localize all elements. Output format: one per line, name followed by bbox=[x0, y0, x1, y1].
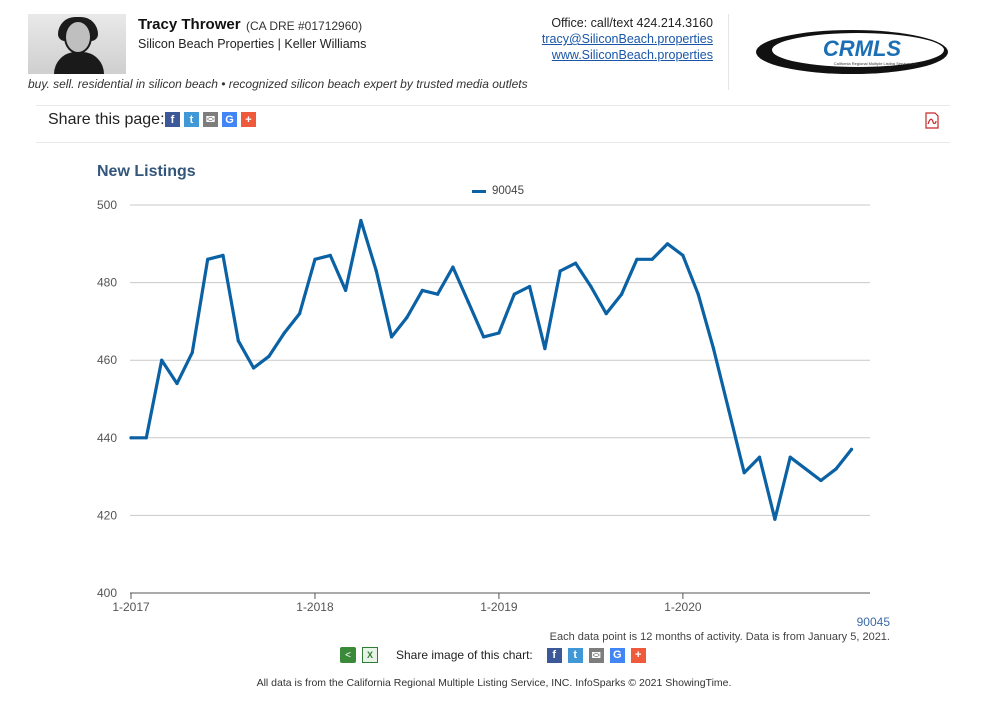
data-point[interactable] bbox=[620, 292, 624, 296]
legend-label: 90045 bbox=[492, 185, 524, 197]
footer-text: All data is from the California Regional… bbox=[256, 677, 732, 689]
share-image-label: Share image of this chart: bbox=[396, 648, 533, 662]
data-point[interactable] bbox=[650, 257, 654, 261]
data-point[interactable] bbox=[803, 467, 808, 471]
share-page-icons: f t ✉ G + bbox=[165, 112, 256, 127]
data-point[interactable] bbox=[298, 312, 302, 316]
data-point[interactable] bbox=[788, 455, 792, 459]
data-point[interactable] bbox=[727, 409, 731, 413]
data-point[interactable] bbox=[190, 350, 194, 354]
website-link[interactable]: www.SiliconBeach.properties bbox=[551, 48, 713, 62]
plus-icon[interactable]: + bbox=[630, 647, 646, 663]
y-tick-label: 420 bbox=[97, 508, 117, 522]
data-point[interactable] bbox=[175, 381, 179, 386]
crmls-logo-subtext: California Regional Multiple Listing Ser… bbox=[834, 61, 918, 66]
y-tick-label: 440 bbox=[97, 431, 117, 445]
data-point[interactable] bbox=[604, 312, 608, 316]
data-point[interactable] bbox=[144, 436, 148, 440]
share-page-label: Share this page: bbox=[48, 111, 165, 128]
facebook-icon[interactable]: f bbox=[546, 647, 562, 663]
data-point[interactable] bbox=[359, 218, 363, 223]
data-point[interactable] bbox=[589, 284, 593, 289]
data-point[interactable] bbox=[819, 478, 823, 483]
data-point[interactable] bbox=[405, 315, 409, 320]
data-point[interactable] bbox=[558, 269, 562, 273]
data-point[interactable] bbox=[206, 257, 210, 261]
chart-title: New Listings bbox=[97, 163, 196, 180]
data-point[interactable] bbox=[742, 471, 746, 475]
data-point[interactable] bbox=[236, 339, 240, 343]
series-label-bottom: 90045 bbox=[856, 615, 890, 629]
agent-name: Tracy Thrower bbox=[138, 16, 241, 33]
x-tick-label: 1-2017 bbox=[112, 600, 150, 614]
data-point[interactable] bbox=[313, 257, 317, 261]
y-tick-label: 500 bbox=[97, 198, 117, 212]
agent-dre-number: (CA DRE #01712960) bbox=[246, 19, 363, 33]
email-icon[interactable]: ✉ bbox=[203, 112, 218, 127]
data-point[interactable] bbox=[267, 354, 271, 358]
data-point[interactable] bbox=[129, 436, 133, 440]
data-point[interactable] bbox=[451, 265, 455, 269]
data-point[interactable] bbox=[711, 347, 716, 351]
tagline: buy. sell. residential in silicon beach … bbox=[28, 77, 528, 91]
agent-company: Silicon Beach Properties | Keller Willia… bbox=[138, 37, 367, 51]
facebook-icon[interactable]: f bbox=[165, 112, 180, 127]
x-tick-label: 1-2020 bbox=[664, 600, 702, 614]
data-point[interactable] bbox=[328, 253, 332, 257]
x-tick-label: 1-2018 bbox=[296, 600, 334, 614]
data-point[interactable] bbox=[665, 242, 670, 246]
data-point[interactable] bbox=[482, 335, 486, 339]
data-point[interactable] bbox=[252, 366, 256, 370]
data-point[interactable] bbox=[543, 347, 547, 351]
series-line-90045[interactable] bbox=[129, 218, 854, 521]
share-image-row: < X Share image of this chart: f t ✉ G + bbox=[340, 647, 646, 663]
y-tick-label: 400 bbox=[97, 586, 117, 600]
data-point[interactable] bbox=[497, 331, 501, 335]
agent-body bbox=[54, 52, 104, 74]
divider-bottom bbox=[36, 142, 950, 143]
y-tick-label: 480 bbox=[97, 276, 117, 290]
data-point[interactable] bbox=[757, 455, 762, 459]
email-icon[interactable]: ✉ bbox=[588, 647, 604, 663]
data-point[interactable] bbox=[436, 292, 440, 296]
google-icon[interactable]: G bbox=[222, 112, 237, 127]
excel-icon[interactable]: X bbox=[362, 647, 378, 663]
office-phone: Office: call/text 424.214.3160 bbox=[551, 16, 713, 30]
divider-top bbox=[36, 105, 950, 106]
data-point[interactable] bbox=[374, 269, 378, 273]
data-point[interactable] bbox=[834, 467, 838, 471]
x-tick-label: 1-2019 bbox=[480, 600, 518, 614]
data-point[interactable] bbox=[849, 447, 854, 451]
data-point[interactable] bbox=[282, 331, 286, 335]
twitter-icon[interactable]: t bbox=[567, 647, 583, 663]
data-point[interactable] bbox=[696, 292, 700, 296]
crmls-logo-text: CRMLS bbox=[823, 36, 902, 61]
chart-note: Each data point is 12 months of activity… bbox=[549, 631, 890, 643]
y-tick-label: 460 bbox=[97, 353, 117, 367]
data-point[interactable] bbox=[160, 358, 164, 362]
data-point[interactable] bbox=[420, 288, 424, 292]
email-link[interactable]: tracy@SiliconBeach.properties bbox=[541, 32, 713, 46]
crmls-logo: CRMLS California Regional Multiple Listi… bbox=[756, 30, 948, 74]
header-divider bbox=[728, 14, 729, 90]
data-point[interactable] bbox=[635, 257, 639, 261]
legend-swatch bbox=[472, 189, 486, 193]
data-point[interactable] bbox=[221, 253, 225, 257]
plus-icon[interactable]: + bbox=[241, 112, 256, 127]
data-point[interactable] bbox=[528, 284, 532, 289]
data-point[interactable] bbox=[574, 261, 578, 265]
pdf-icon[interactable] bbox=[924, 112, 940, 129]
google-icon[interactable]: G bbox=[609, 647, 625, 663]
share-icon[interactable]: < bbox=[340, 647, 356, 663]
chart-legend[interactable]: 90045 bbox=[472, 185, 524, 197]
data-point[interactable] bbox=[390, 335, 394, 339]
data-point[interactable] bbox=[512, 292, 516, 296]
data-point[interactable] bbox=[344, 288, 348, 292]
data-point[interactable] bbox=[466, 300, 470, 304]
twitter-icon[interactable]: t bbox=[184, 112, 199, 127]
agent-photo bbox=[28, 14, 126, 74]
data-point[interactable] bbox=[773, 517, 777, 521]
data-point[interactable] bbox=[681, 253, 685, 257]
